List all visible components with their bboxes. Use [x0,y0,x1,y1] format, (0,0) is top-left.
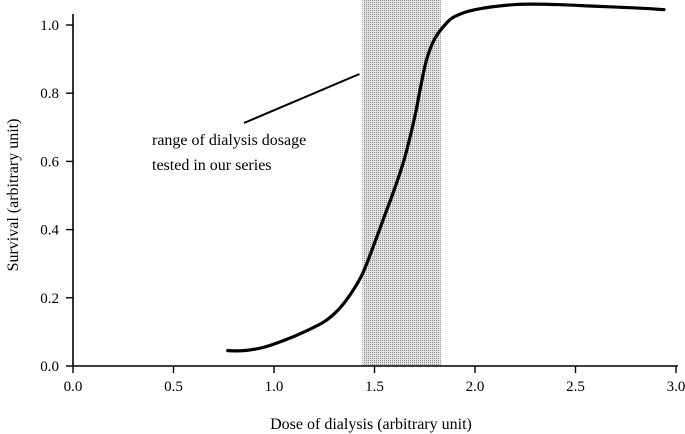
x-tick-label: 2.5 [566,379,585,395]
annotation-line-1: range of dialysis dosage [152,132,306,149]
x-axis-label: Dose of dialysis (arbitrary unit) [270,416,472,433]
y-axis-label: Survival (arbitrary unit) [5,119,22,272]
x-tick-label: 1.0 [265,379,284,395]
y-tick-label: 0.0 [40,359,59,375]
survival-curve [226,2,666,353]
x-tick-label: 0.5 [164,379,183,395]
x-tick-label: 1.5 [365,379,384,395]
y-tick-label: 0.8 [40,86,59,102]
x-tick-label: 2.0 [466,379,485,395]
y-tick-label: 1.0 [40,18,59,34]
y-tick-label: 0.2 [40,291,59,307]
x-tick-label: 0.0 [64,379,83,395]
annotation-pointer [243,73,360,124]
x-tick-label: 3.0 [667,379,685,395]
y-tick-label: 0.6 [40,154,59,170]
y-tick-label: 0.4 [40,223,59,239]
annotation-line-2: tested in our series [152,157,272,174]
